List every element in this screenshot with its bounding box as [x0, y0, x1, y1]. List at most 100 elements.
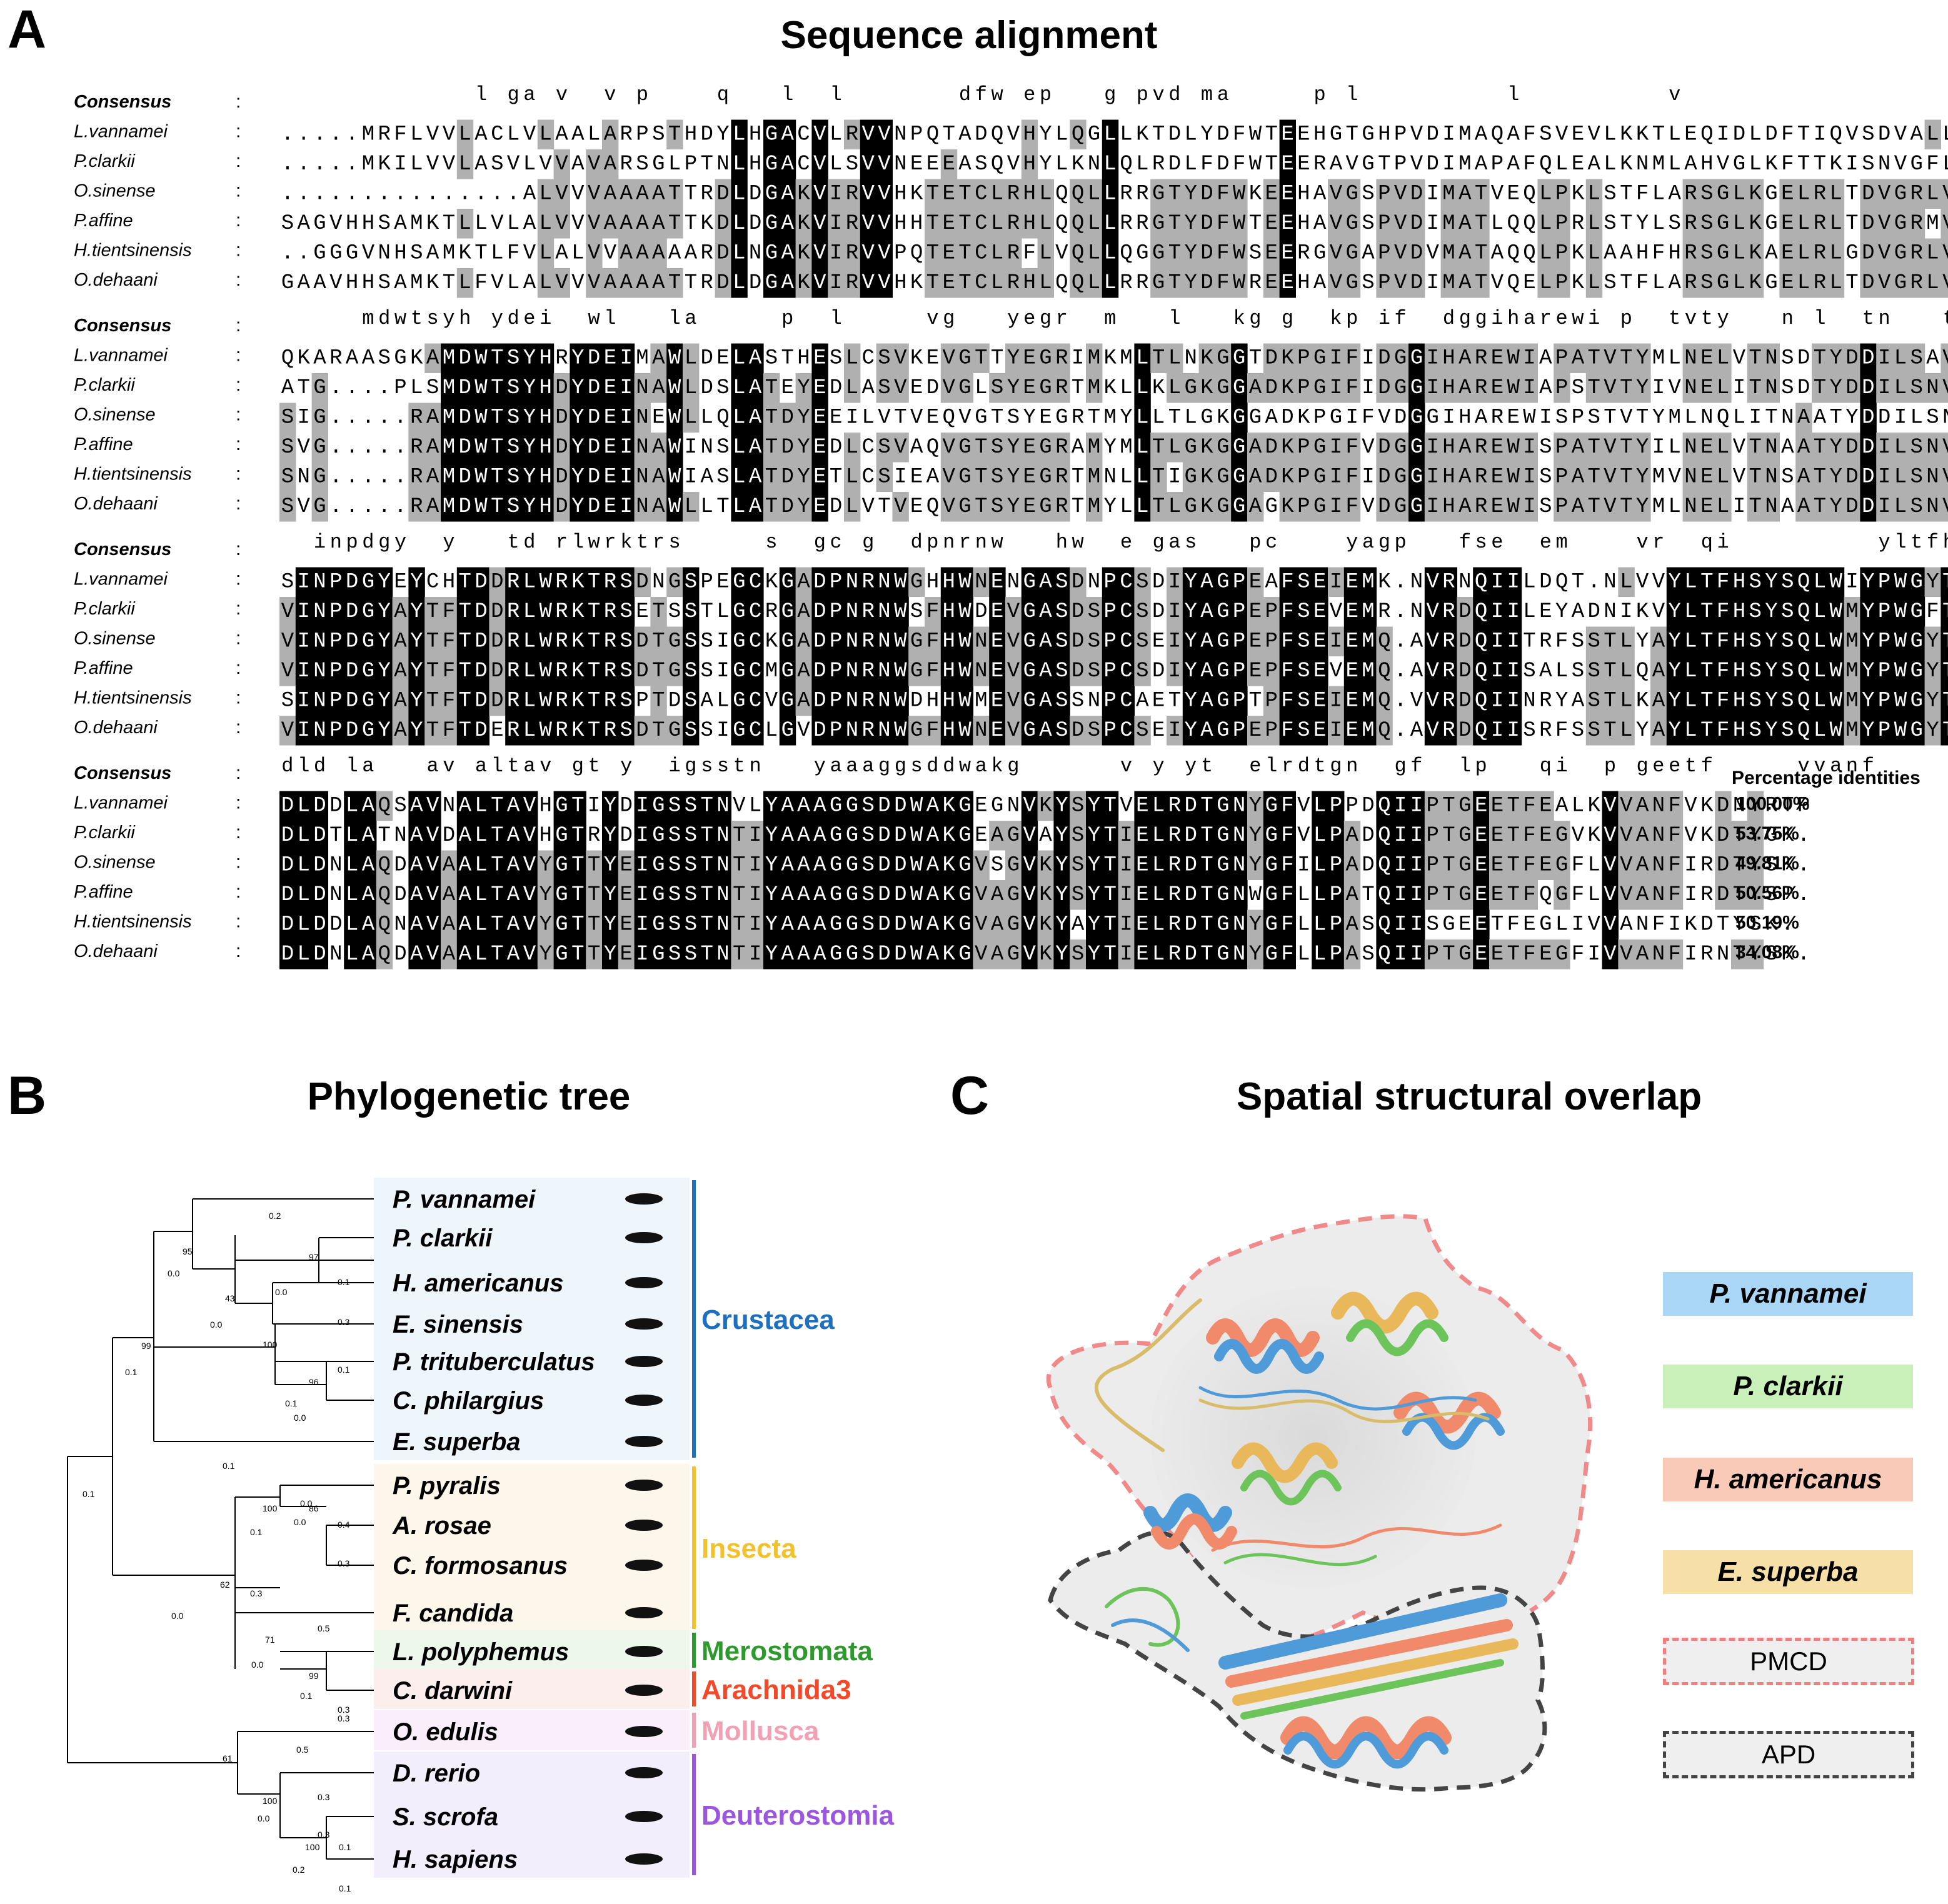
residue-char: D: [313, 883, 326, 907]
residue-char: T: [1620, 212, 1632, 236]
residue-char: I: [1394, 794, 1407, 818]
residue-char: V: [1023, 854, 1036, 878]
residue-char: P: [1426, 854, 1438, 878]
residue-char: L: [1539, 242, 1552, 266]
residue-char: P: [1297, 495, 1310, 519]
residue-char: L: [1814, 689, 1826, 713]
residue-char: R: [1539, 719, 1552, 743]
residue-char: H: [346, 212, 358, 236]
residue-shade: [1070, 179, 1087, 209]
residue-char: S: [1604, 212, 1616, 236]
residue-char: Y: [1636, 436, 1649, 459]
residue-char: K: [1297, 406, 1310, 430]
residue-char: G: [1007, 824, 1020, 848]
residue-char: F: [1281, 854, 1293, 878]
consensus-char: l: [1168, 307, 1180, 330]
residue-char: T: [1700, 719, 1713, 743]
residue-char: I: [894, 466, 906, 489]
residue-char: .: [507, 183, 520, 206]
residue-char: T: [1168, 271, 1181, 295]
consensus-char: y: [1878, 531, 1890, 554]
residue-char: T: [878, 495, 890, 519]
residue-char: P: [1394, 153, 1407, 176]
residue-char: A: [813, 883, 826, 907]
residue-char: M: [1845, 719, 1858, 743]
residue-char: L: [297, 883, 309, 907]
residue-char: A: [523, 271, 536, 295]
residue-char: T: [588, 943, 600, 966]
legend-apd: APD: [1663, 1731, 1914, 1778]
residue-char: K: [1620, 153, 1633, 176]
residue-char: L: [1152, 883, 1165, 907]
residue-char: R: [846, 271, 858, 295]
residue-char: G: [1023, 719, 1035, 743]
residue-char: S: [1249, 242, 1262, 266]
residue-char: T: [588, 659, 600, 683]
consensus-char: w: [588, 531, 600, 554]
residue-char: .: [1587, 571, 1600, 594]
residue-char: A: [813, 854, 826, 878]
residue-char: I: [636, 794, 648, 818]
residue-char: E: [1781, 271, 1794, 295]
residue-char: G: [362, 719, 374, 743]
residue-char: .: [394, 495, 406, 519]
residue-char: E: [991, 630, 1003, 654]
residue-char: D: [1378, 347, 1390, 371]
residue-char: G: [1717, 212, 1729, 236]
residue-char: E: [1313, 600, 1326, 624]
residue-char: G: [1313, 495, 1326, 519]
residue-char: K: [1587, 794, 1600, 818]
residue-char: A: [1265, 571, 1278, 594]
residue-char: T: [571, 794, 584, 818]
residue-char: D: [346, 600, 358, 624]
residue-char: Y: [1845, 406, 1858, 430]
residue-char: Y: [378, 659, 390, 683]
residue-char: .: [297, 242, 309, 266]
residue-char: G: [1410, 495, 1423, 519]
residue-char: Y: [1829, 436, 1842, 459]
residue-char: V: [1604, 943, 1617, 966]
residue-char: L: [1587, 854, 1600, 878]
residue-char: G: [1733, 153, 1745, 176]
residue-char: D: [1426, 153, 1438, 176]
consensus-char: t: [1685, 754, 1697, 778]
residue-char: V: [1426, 689, 1439, 713]
residue-char: Y: [1926, 630, 1939, 654]
residue-char: A: [458, 943, 471, 966]
residue-char: A: [926, 883, 940, 907]
residue-char: I: [1523, 466, 1535, 489]
residue-char: F: [1636, 183, 1649, 206]
residue-char: E: [1313, 689, 1326, 713]
residue-char: V: [426, 153, 439, 176]
residue-char: C: [1120, 600, 1132, 624]
residue-char: F: [1281, 943, 1293, 966]
residue-char: D: [636, 630, 648, 654]
residue-char: .: [378, 466, 390, 489]
residue-char: Y: [765, 883, 778, 907]
residue-char: E: [1313, 630, 1326, 654]
residue-char: S: [1587, 406, 1600, 430]
residue-char: E: [975, 794, 987, 818]
residue-char: F: [1217, 271, 1229, 295]
residue-char: E: [1684, 123, 1697, 147]
residue-char: D: [1072, 571, 1084, 594]
residue-char: W: [1829, 600, 1842, 624]
residue-char: R: [507, 659, 520, 683]
residue-char: G: [1233, 406, 1245, 430]
residue-char: A: [1458, 183, 1472, 206]
residue-char: R: [846, 242, 858, 266]
residue-char: S: [668, 854, 681, 878]
consensus-char: p: [1475, 754, 1487, 778]
residue-char: Y: [1055, 883, 1068, 907]
residue-char: T: [765, 406, 778, 430]
residue-char: D: [700, 347, 713, 371]
consensus-char: t: [1669, 307, 1680, 330]
residue-char: V: [1007, 600, 1020, 624]
residue-char: V: [443, 153, 456, 176]
residue-char: G: [1394, 376, 1407, 400]
residue-char: V: [1394, 212, 1407, 236]
residue-char: T: [1700, 630, 1713, 654]
residue-char: G: [1265, 854, 1277, 878]
residue-char: M: [1845, 600, 1858, 624]
residue-char: K: [910, 347, 923, 371]
